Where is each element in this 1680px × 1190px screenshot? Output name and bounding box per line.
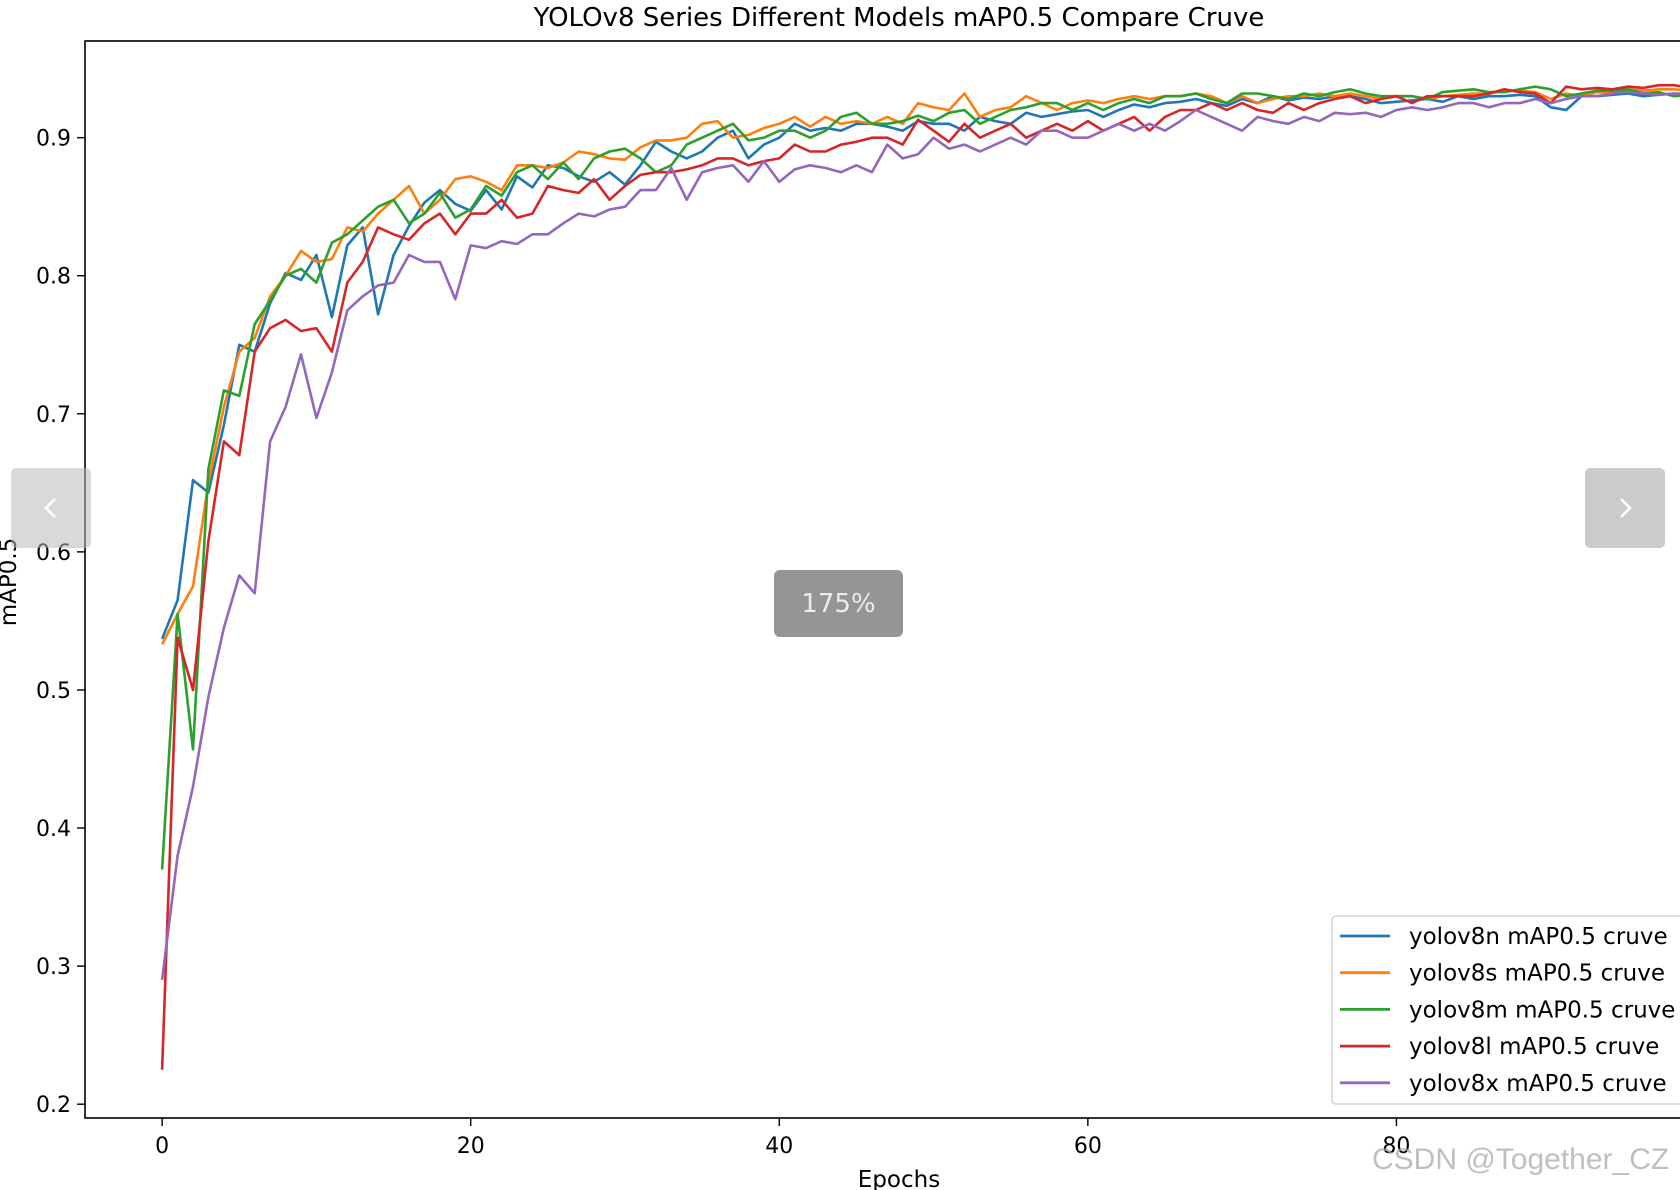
- watermark: CSDN @Together_CZ: [1372, 1143, 1670, 1176]
- y-tick-label: 0.8: [36, 265, 71, 290]
- legend-label: yolov8s mAP0.5 cruve: [1409, 961, 1665, 987]
- chevron-left-icon: [44, 498, 56, 518]
- x-tick-label: 20: [457, 1134, 485, 1159]
- x-tick-label: 80: [1382, 1134, 1410, 1159]
- legend-label: yolov8m mAP0.5 cruve: [1409, 997, 1675, 1023]
- axes-layer: 0204060801000.20.30.40.50.60.70.80.9: [36, 127, 1410, 1159]
- y-tick-label: 0.2: [36, 1093, 71, 1118]
- y-tick-label: 0.5: [36, 679, 71, 704]
- y-tick-label: 0.3: [36, 955, 71, 980]
- chart-title: YOLOv8 Series Different Models mAP0.5 Co…: [533, 3, 1265, 33]
- plot-frame: [84, 40, 1680, 1119]
- y-tick-label: 0.9: [36, 127, 71, 152]
- legend-label: yolov8l mAP0.5 cruve: [1409, 1034, 1659, 1060]
- zoom-level-badge: 175%: [774, 570, 903, 637]
- series-line-1: [160, 92, 1680, 640]
- series-line-2: [160, 88, 1680, 645]
- next-image-button[interactable]: [1585, 468, 1665, 548]
- series-line-4: [160, 83, 1680, 1070]
- legend-box: [1331, 915, 1680, 1105]
- x-tick-label: 40: [765, 1134, 793, 1159]
- legend-label: yolov8n mAP0.5 cruve: [1409, 924, 1668, 950]
- legend-label: yolov8x mAP0.5 cruve: [1409, 1071, 1667, 1097]
- x-axis-label: Epochs: [858, 1167, 940, 1190]
- x-tick-label: 60: [1074, 1134, 1102, 1159]
- series-line-5: [160, 90, 1680, 981]
- chevron-right-icon: [1620, 498, 1632, 518]
- series-layer: [160, 83, 1680, 1070]
- y-tick-label: 0.4: [36, 817, 71, 842]
- x-tick-label: 0: [155, 1134, 169, 1159]
- y-axis-label: mAP0.5: [0, 538, 22, 627]
- previous-image-button[interactable]: [11, 468, 91, 548]
- chart-legend: yolov8n mAP0.5 cruve yolov8s mAP0.5 cruve…: [1331, 915, 1680, 1105]
- y-tick-label: 0.7: [36, 403, 71, 428]
